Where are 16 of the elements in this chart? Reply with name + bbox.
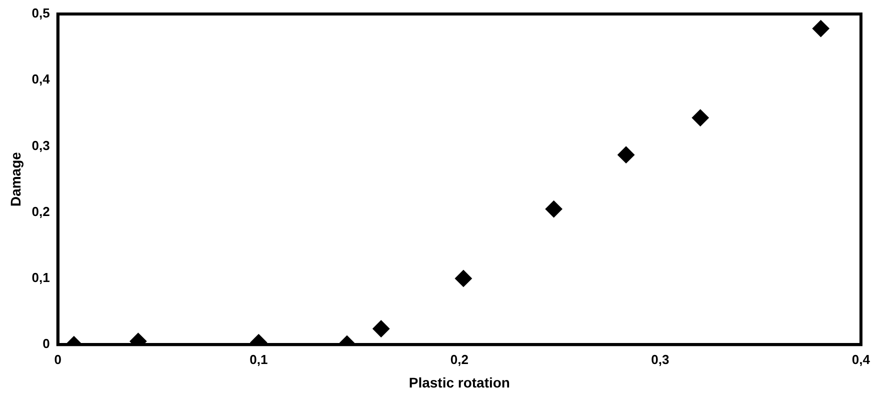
y-tick-label: 0,4 xyxy=(32,72,51,87)
x-axis-title: Plastic rotation xyxy=(408,374,510,390)
y-tick-label: 0,2 xyxy=(32,204,50,219)
x-tick-label: 0,3 xyxy=(651,352,670,367)
y-axis-title: Damage xyxy=(7,152,24,207)
point xyxy=(812,20,830,38)
x-tick-label: 0 xyxy=(54,352,62,367)
y-tick-label: 0,3 xyxy=(32,138,50,153)
point xyxy=(618,146,635,164)
y-tick-label: 0,1 xyxy=(32,270,50,286)
y-tick-label: 0,5 xyxy=(32,6,50,21)
x-tick-label: 0,1 xyxy=(250,352,268,367)
x-tick-label: 0,4 xyxy=(852,352,871,367)
x-tick-label: 0,2 xyxy=(450,352,468,367)
point xyxy=(692,109,709,126)
y-tick-label: 0 xyxy=(42,336,50,352)
